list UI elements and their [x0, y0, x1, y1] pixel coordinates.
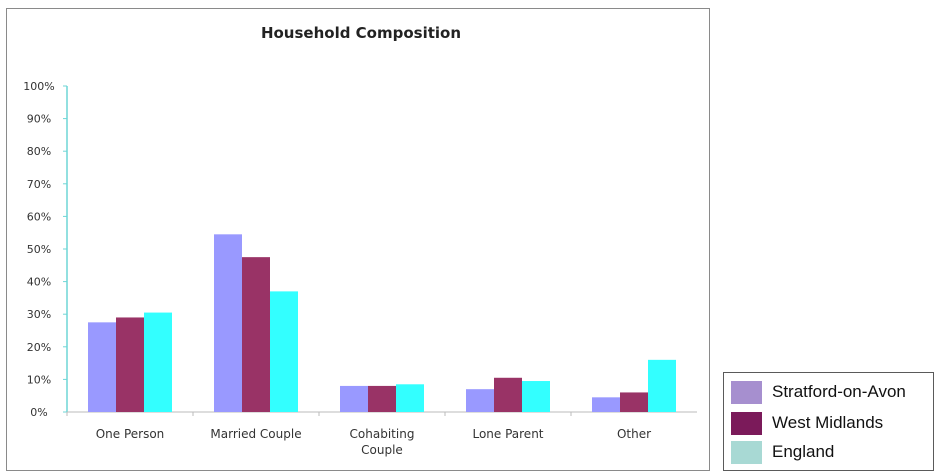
chart-title: Household Composition [261, 24, 461, 42]
y-tick-label: 80% [27, 145, 51, 158]
bar [144, 312, 172, 412]
legend: Stratford-on-Avon West Midlands England [723, 372, 934, 471]
legend-label: Stratford-on-Avon [772, 382, 906, 401]
bars [88, 234, 676, 412]
x-tick-label: Couple [361, 443, 403, 457]
bar [592, 397, 620, 412]
bar [116, 317, 144, 412]
y-tick-label: 90% [27, 113, 51, 126]
bar [368, 385, 396, 412]
legend-swatch-stratford-on-avon [731, 380, 762, 404]
bar [396, 384, 424, 412]
y-tick-label: 0% [30, 406, 47, 419]
bar [340, 385, 368, 412]
legend-item-west-midlands: West Midlands [731, 411, 883, 435]
chart-frame: Household Composition 0% 10% 20% 30% 40% 50% 6… [6, 8, 710, 471]
y-axis: 0% 10% 20% 30% 40% 50% 60% 70% 80% 90% 100% [23, 80, 68, 419]
x-axis: One Person Married Couple Cohabiting Couple… [66, 411, 697, 457]
y-tick-label: 10% [27, 373, 51, 386]
y-tick-label: 60% [27, 210, 51, 223]
legend-item-england: England [731, 440, 834, 464]
bar [648, 359, 676, 412]
bar [494, 377, 522, 412]
bar [466, 389, 494, 412]
y-tick-label: 20% [27, 341, 51, 354]
legend-label: England [772, 442, 835, 461]
bar [620, 392, 648, 412]
legend-swatch-west-midlands [731, 411, 762, 435]
y-tick-label: 50% [27, 243, 51, 256]
y-tick-label: 100% [23, 80, 54, 93]
x-tick-label: Married Couple [210, 427, 301, 441]
x-tick-label: Cohabiting [350, 427, 415, 441]
bar [88, 322, 116, 412]
x-tick-label: Other [617, 427, 651, 441]
x-tick-label: One Person [96, 427, 165, 441]
bar [214, 234, 242, 412]
x-tick-label: Lone Parent [472, 427, 543, 441]
y-tick-label: 70% [27, 178, 51, 191]
bar-chart: Household Composition 0% 10% 20% 30% 40% 50% 6… [23, 24, 697, 457]
y-tick-label: 40% [27, 276, 51, 289]
legend-swatch-england [731, 440, 762, 464]
bar [522, 381, 550, 412]
bar [270, 291, 298, 412]
legend-label: West Midlands [772, 413, 884, 432]
y-tick-label: 30% [27, 308, 51, 321]
bar [242, 257, 270, 412]
legend-item-stratford-on-avon: Stratford-on-Avon [731, 380, 906, 404]
